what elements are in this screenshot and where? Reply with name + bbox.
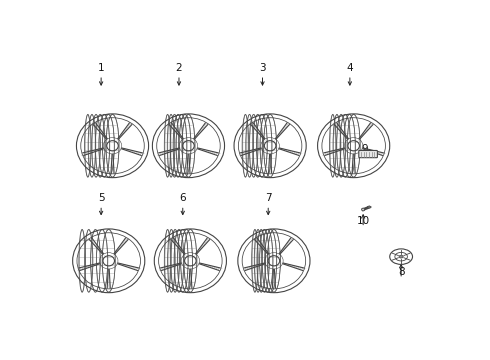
Text: 4: 4: [346, 63, 353, 73]
Text: 6: 6: [179, 193, 186, 203]
Text: 9: 9: [362, 144, 368, 153]
Text: 10: 10: [357, 216, 370, 226]
FancyBboxPatch shape: [359, 150, 377, 158]
Ellipse shape: [399, 255, 403, 258]
Ellipse shape: [368, 206, 371, 208]
Text: 5: 5: [98, 193, 104, 203]
Text: 7: 7: [265, 193, 271, 203]
Text: 1: 1: [98, 63, 104, 73]
Text: 2: 2: [175, 63, 182, 73]
Ellipse shape: [362, 208, 365, 211]
Text: 8: 8: [398, 267, 404, 277]
Text: 3: 3: [259, 63, 266, 73]
